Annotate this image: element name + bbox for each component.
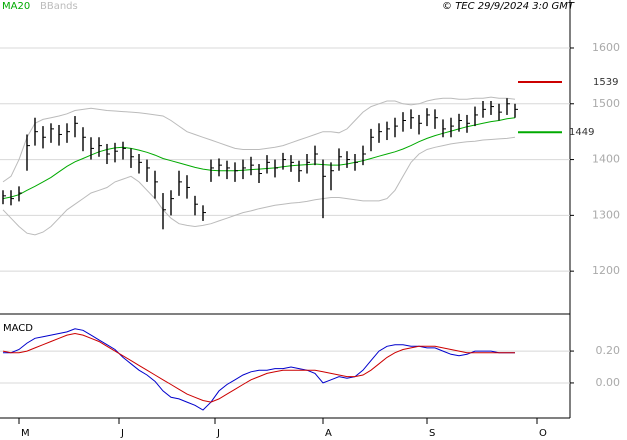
y-tick-label: 1200: [592, 264, 620, 277]
x-tick-label: O: [539, 428, 547, 439]
y-tick-label: 1500: [592, 97, 620, 110]
ma20-line: [2, 117, 516, 200]
x-tick-label: A: [325, 428, 332, 439]
y-tick-label: 1600: [592, 41, 620, 54]
y-tick-label: 0.20: [596, 344, 621, 357]
macd-line: [2, 332, 515, 403]
level-label: 1539: [593, 77, 618, 88]
y-tick-label: 0.00: [596, 376, 621, 389]
legend-ma20: MA20: [2, 1, 30, 12]
x-tick-label: J: [216, 428, 220, 439]
y-tick-label: 1300: [592, 208, 620, 221]
macd-title: MACD: [3, 323, 33, 334]
x-tick-label: S: [429, 428, 435, 439]
level-label: 1449: [569, 127, 594, 138]
copyright: © TEC 29/9/2024 3:0 GMT: [442, 1, 575, 12]
x-tick-label: J: [120, 428, 124, 439]
bband-upper: [2, 96, 516, 183]
legend-bbands: BBands: [40, 1, 78, 12]
bband-lower: [2, 136, 516, 236]
macd-line: [3, 328, 515, 411]
y-tick-label: 1400: [592, 153, 620, 166]
x-tick-label: M: [21, 428, 30, 439]
